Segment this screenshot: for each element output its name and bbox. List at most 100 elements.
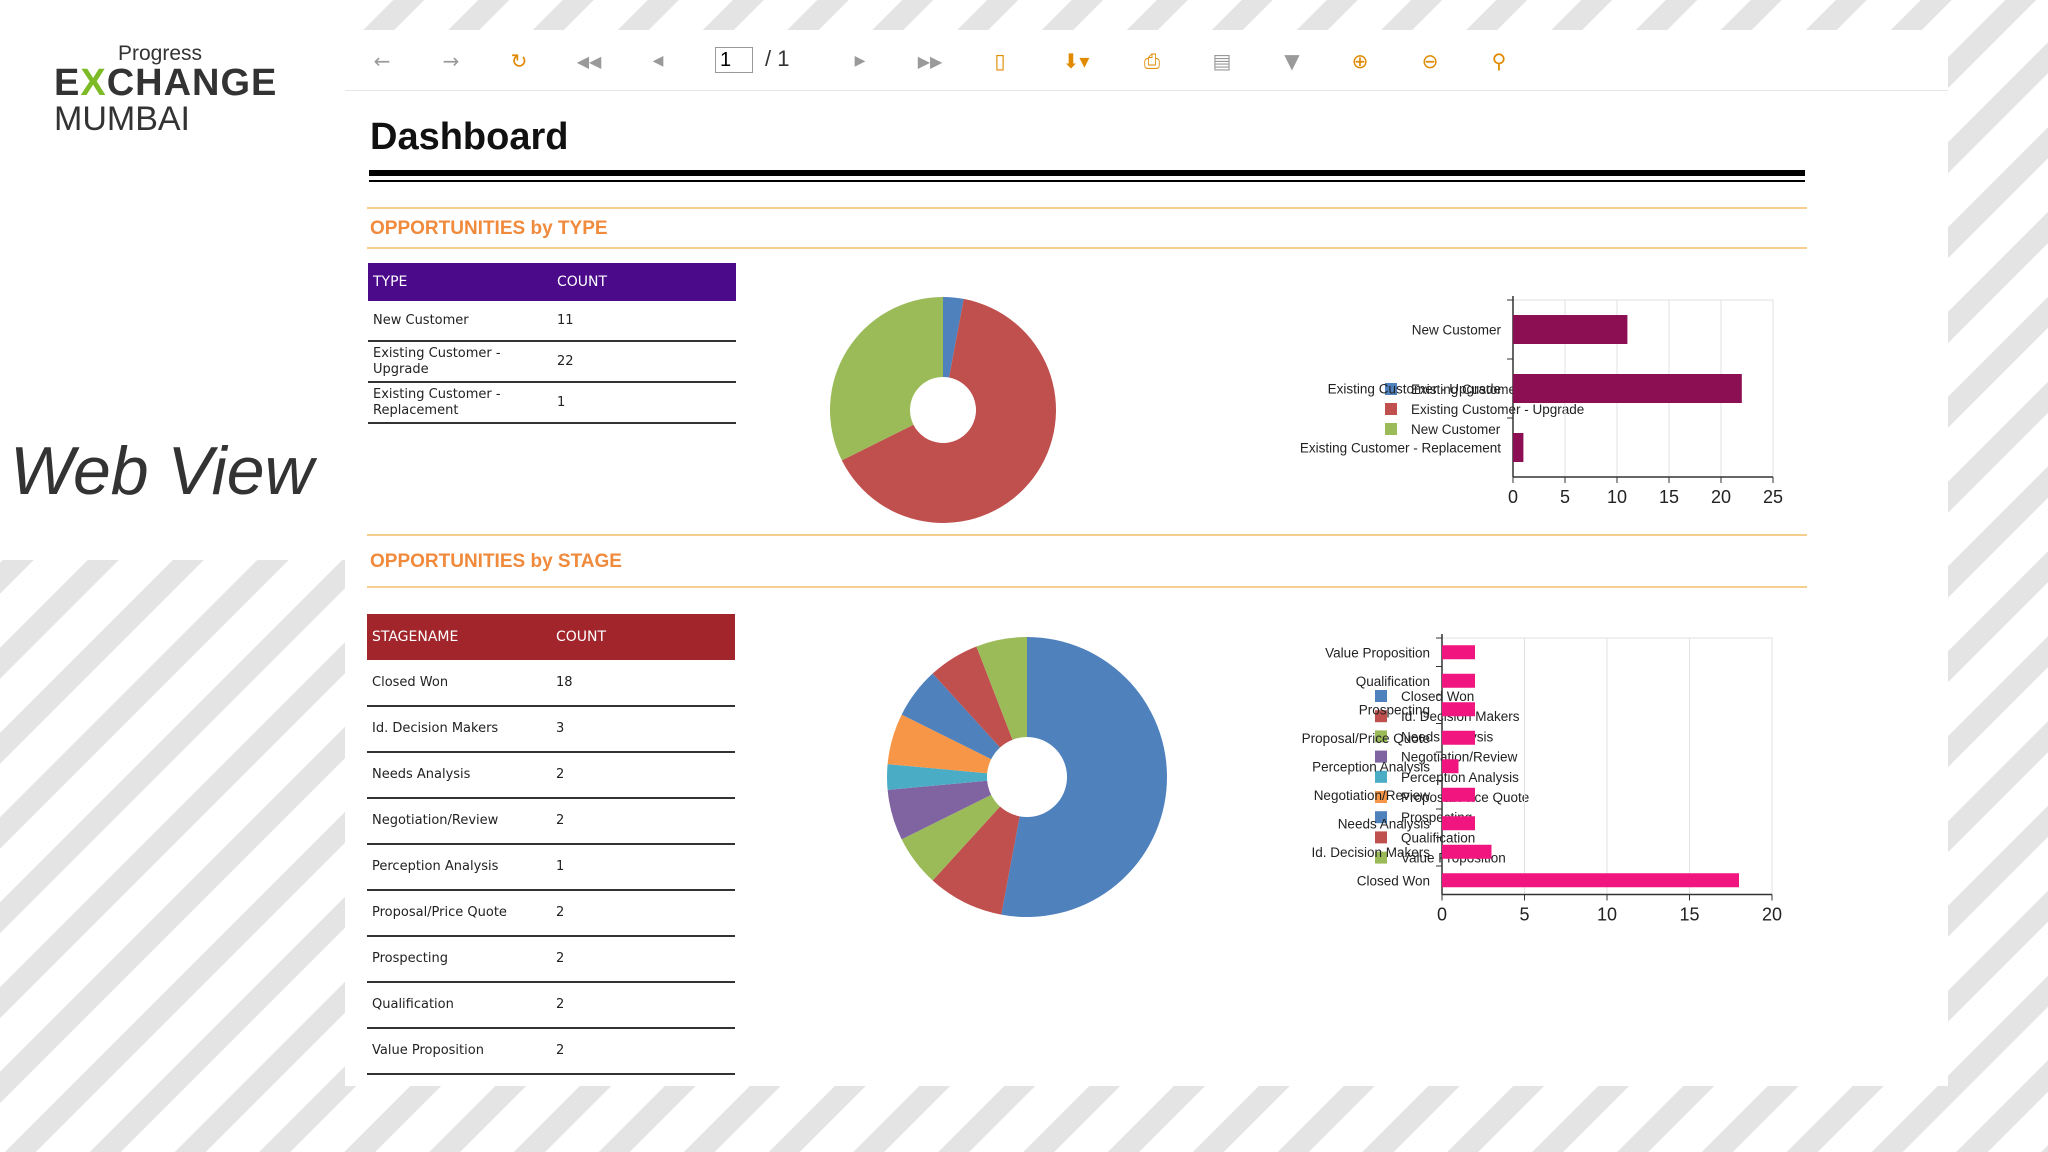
zoom-out-icon[interactable]: ⊖ [1421, 49, 1439, 73]
stagename-cell: Negotiation/Review [367, 798, 551, 845]
logo-letters-change: CHANGE [106, 62, 278, 104]
legend-label: Closed Won [1401, 689, 1474, 704]
count-cell: 2 [551, 752, 735, 799]
x-tick-label: 0 [1508, 487, 1518, 507]
legend-swatch [1375, 710, 1387, 723]
count-cell: 1 [552, 382, 736, 424]
type-table: TYPE COUNT New Customer 11 Existing Cust… [368, 263, 736, 424]
x-tick-label: 10 [1607, 487, 1627, 507]
search-icon[interactable]: ⚲ [1491, 49, 1507, 73]
legend-swatch [1375, 811, 1387, 824]
stage-donut-chart: Closed Won Id. Decision Makers Needs Analy… [887, 637, 1529, 917]
undo-icon[interactable]: ← [373, 49, 391, 73]
bar [1442, 759, 1459, 774]
pie-slice [887, 780, 992, 840]
count-cell: 1 [551, 844, 735, 891]
first-page-icon[interactable]: ◀◀ [576, 51, 602, 71]
legend-swatch [1385, 423, 1397, 435]
zoom-in-icon[interactable]: ⊕ [1351, 49, 1369, 73]
pie-slice [1001, 637, 1167, 917]
logo-progress-text: Progress [118, 42, 203, 65]
legend-label: Existing Customer - Upgrade [1411, 402, 1584, 417]
pie-slice [887, 764, 988, 790]
bar [1442, 844, 1492, 859]
prev-page-icon[interactable]: ◀ [652, 53, 664, 69]
y-category-label: Id. Decision Makers [1311, 845, 1430, 860]
last-page-icon[interactable]: ▶▶ [917, 51, 943, 71]
logo-city-text: MUMBAI [54, 100, 190, 138]
x-tick-label: 0 [1437, 905, 1447, 925]
section-divider [367, 586, 1807, 588]
document-icon[interactable]: ▯ [994, 49, 1006, 73]
count-cell: 3 [551, 706, 735, 753]
legend-swatch [1385, 403, 1397, 415]
y-category-label: Prospecting [1359, 702, 1430, 717]
page-number-input[interactable] [715, 47, 753, 73]
next-page-icon[interactable]: ▶ [854, 53, 866, 69]
bar [1442, 873, 1739, 888]
pie-slice [887, 714, 992, 774]
pie-slice [830, 297, 943, 461]
x-tick-label: 5 [1519, 905, 1529, 925]
legend-swatch [1375, 851, 1387, 864]
y-category-label: Existing Customer - Replacement [1300, 441, 1501, 456]
pie-slice [932, 646, 1013, 748]
x-tick-label: 20 [1762, 905, 1782, 925]
table-header-row: TYPE COUNT [368, 263, 736, 301]
refresh-icon[interactable]: ↻ [510, 49, 528, 73]
page-total-label: / 1 [765, 46, 790, 71]
export-icon[interactable]: ⬇▾ [1062, 49, 1090, 73]
x-tick-label: 20 [1711, 487, 1731, 507]
table-row: Existing Customer - Upgrade 22 [368, 341, 736, 383]
legend-swatch [1375, 750, 1387, 763]
table-row: Value Proposition 2 [367, 1028, 735, 1075]
background-left-panel [0, 0, 345, 560]
bar [1513, 315, 1628, 344]
table-row: Needs Analysis 2 [367, 752, 735, 799]
count-cell: 2 [551, 982, 735, 1029]
web-view-caption: Web View [10, 433, 314, 509]
table-row: Closed Won 18 [367, 660, 735, 707]
pie-slice [841, 298, 1056, 523]
report-toolbar: ← → ↻ ◀◀ ◀ / 1 ▶ ▶▶ ▯ ⬇▾ ⎙ ▤ ▼ ⊕ ⊖ ⚲ [345, 30, 1948, 91]
stagename-cell: Id. Decision Makers [367, 706, 551, 753]
count-cell: 2 [551, 798, 735, 845]
type-cell: Existing Customer - Replacement [368, 382, 552, 424]
filter-icon[interactable]: ▼ [1284, 49, 1300, 73]
stagename-cell: Prospecting [367, 936, 551, 983]
bar [1442, 816, 1475, 831]
title-rule-thin [369, 180, 1805, 182]
type-cell: New Customer [368, 301, 552, 342]
y-category-label: Negotiation/Review [1314, 788, 1431, 803]
pie-slice [901, 794, 1001, 881]
table-row: Id. Decision Makers 3 [367, 706, 735, 753]
type-donut-chart: Existing Customer - Replacement Existing … [830, 297, 1612, 523]
x-tick-label: 25 [1763, 487, 1783, 507]
print-icon[interactable]: ⎙ [1144, 49, 1160, 73]
legend-label: Perception Analysis [1401, 770, 1519, 785]
count-cell: 18 [551, 660, 735, 707]
y-category-label: Needs Analysis [1338, 816, 1431, 831]
legend-swatch [1375, 730, 1387, 743]
stagename-cell: Value Proposition [367, 1028, 551, 1075]
bar [1442, 702, 1475, 717]
legend-swatch [1375, 831, 1387, 844]
table-header-row: STAGENAME COUNT [367, 614, 735, 660]
pie-slice [976, 637, 1027, 740]
y-category-label: New Customer [1412, 323, 1502, 338]
legend-swatch [1375, 791, 1387, 803]
print-preview-icon[interactable]: ▤ [1212, 49, 1232, 73]
y-category-label: Qualification [1356, 674, 1430, 689]
bar [1442, 645, 1475, 660]
count-cell: 22 [552, 341, 736, 383]
logo-letter-x: X [80, 62, 107, 104]
count-cell: 2 [551, 1028, 735, 1075]
redo-icon[interactable]: → [442, 49, 460, 73]
section-divider [367, 247, 1807, 249]
stagename-cell: Qualification [367, 982, 551, 1029]
stage-table-body: Closed Won 18 Id. Decision Makers 3 Needs An… [367, 660, 735, 1075]
stagename-cell: Needs Analysis [367, 752, 551, 799]
bar [1442, 730, 1475, 745]
stagename-cell: Closed Won [367, 660, 551, 707]
legend-label: New Customer [1411, 422, 1501, 437]
